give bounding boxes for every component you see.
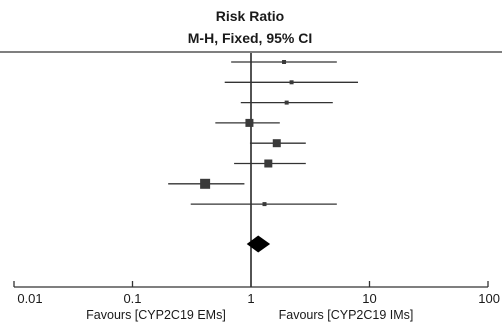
study-point-marker: [272, 139, 281, 148]
x-tick-label: 0.01: [17, 291, 42, 306]
x-tick-label: 10: [362, 291, 376, 306]
study-point-marker: [282, 60, 287, 64]
study-point-marker: [284, 100, 289, 105]
study-point-marker: [289, 80, 294, 85]
header-subtitle: M-H, Fixed, 95% CI: [188, 30, 312, 46]
header-title: Risk Ratio: [216, 8, 284, 24]
x-tick-label: 0.1: [123, 291, 141, 306]
study-point-marker: [262, 202, 267, 207]
pooled-estimate-diamond: [246, 235, 271, 253]
study-rows: [168, 53, 359, 287]
x-tick-label: 100: [478, 291, 500, 306]
favours-left-label: Favours [CYP2C19 EMs]: [86, 308, 226, 322]
x-axis: 0.01 0.1 1 10 100: [13, 281, 500, 306]
study-point-marker: [264, 159, 273, 168]
favours-right-label: Favours [CYP2C19 IMs]: [279, 308, 414, 322]
study-point-marker: [245, 118, 254, 127]
x-tick-label: 1: [247, 291, 254, 306]
study-point-marker: [200, 178, 211, 189]
